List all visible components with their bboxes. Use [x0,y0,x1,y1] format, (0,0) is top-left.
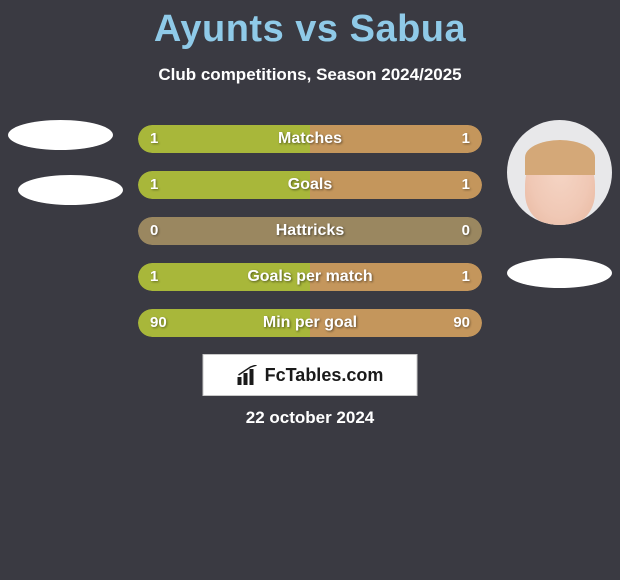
bar-value-left: 1 [150,125,158,153]
bar-row: 00Hattricks [138,217,482,245]
bar-value-right: 1 [462,171,470,199]
bar-value-right: 1 [462,263,470,291]
comparison-bars: 11Matches11Goals00Hattricks11Goals per m… [138,125,482,355]
bar-value-right: 1 [462,125,470,153]
bar-fill-left [138,263,310,291]
bar-row: 11Goals [138,171,482,199]
bar-row: 11Matches [138,125,482,153]
bar-row: 11Goals per match [138,263,482,291]
page-title: Ayunts vs Sabua [0,0,620,51]
player-left-flag-2 [18,175,123,205]
bar-value-left: 90 [150,309,167,337]
bar-value-left: 0 [150,217,158,245]
bar-row: 9090Min per goal [138,309,482,337]
date-text: 22 october 2024 [0,408,620,428]
bar-value-right: 90 [453,309,470,337]
watermark: FcTables.com [203,354,418,396]
bar-fill-right [310,217,482,245]
bar-value-left: 1 [150,171,158,199]
player-left-flag-1 [8,120,113,150]
avatar-circle [507,120,612,225]
bar-fill-left [138,217,310,245]
bar-value-left: 1 [150,263,158,291]
page-subtitle: Club competitions, Season 2024/2025 [0,65,620,85]
avatar-face-placeholder [525,145,595,225]
bar-fill-right [310,263,482,291]
player-right-flag [507,258,612,288]
bar-fill-right [310,125,482,153]
bar-fill-left [138,125,310,153]
bar-fill-right [310,171,482,199]
bar-value-right: 0 [462,217,470,245]
player-right-avatar [507,120,612,225]
bar-fill-left [138,171,310,199]
watermark-text: FcTables.com [265,365,384,386]
watermark-chart-icon [237,365,261,385]
avatar-hair-placeholder [525,140,595,175]
